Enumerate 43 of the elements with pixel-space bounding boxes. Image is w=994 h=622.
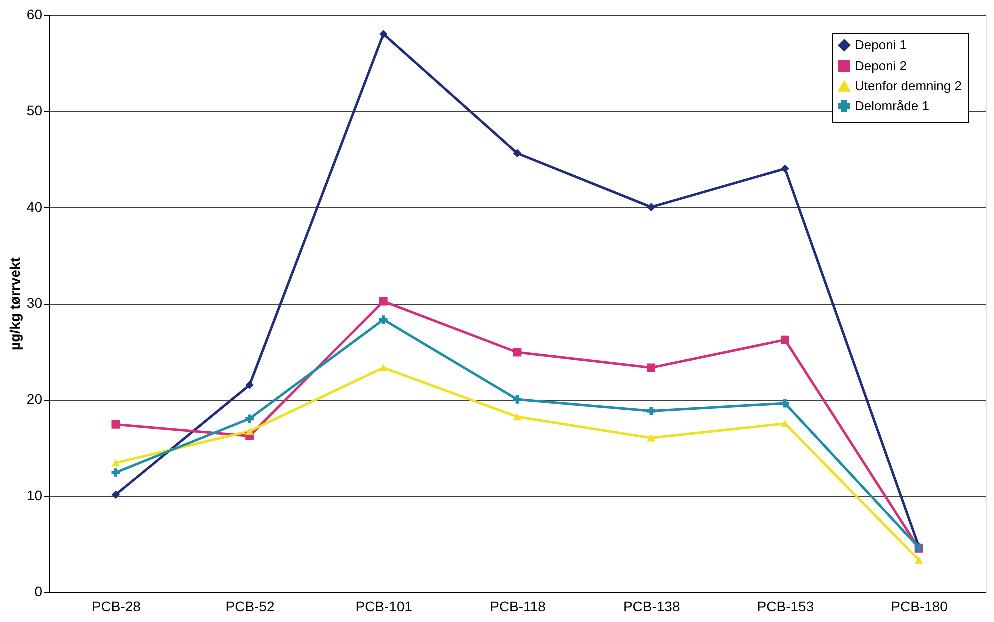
y-tick-label: 20 [26,391,43,408]
point [647,364,656,372]
point [112,468,120,477]
point [246,428,254,436]
x-tick-label: PCB-138 [623,598,680,614]
point [246,381,254,390]
y-tick-label: 0 [34,584,43,600]
point [513,395,522,404]
point [781,164,790,174]
point [781,336,790,344]
y-tick-label: 10 [26,487,43,504]
point [379,316,388,324]
point [647,203,656,212]
legend-label: Utenfor demning 2 [855,78,962,94]
point [112,490,120,500]
point [647,434,656,442]
x-tick-label: PCB-52 [226,598,276,614]
legend-label: Delområde 1 [855,98,930,114]
x-tick-label: PCB-180 [891,598,948,614]
legend-label: Deponi 1 [855,38,908,52]
x-tick-label: PCB-101 [356,598,413,614]
point [513,348,522,357]
y-axis-title: µg/kg tørrvekt [6,257,23,350]
point [513,413,522,421]
x-tick-label: PCB-118 [490,598,546,614]
x-tick-label: PCB-28 [92,598,142,614]
y-tick-label: 50 [26,102,43,119]
point [379,364,388,372]
point [513,149,522,158]
point [246,414,254,424]
point [112,420,120,429]
y-tick-label: 60 [26,6,43,22]
point [781,420,790,428]
point [914,556,924,564]
point [781,399,790,408]
y-tick-label: 40 [26,198,43,215]
legend-label: Deponi 2 [855,58,908,74]
point [379,30,388,38]
point [647,407,656,416]
point [379,297,388,306]
point [112,460,120,467]
y-tick-label: 30 [26,295,43,311]
x-tick-label: PCB-153 [757,598,814,614]
